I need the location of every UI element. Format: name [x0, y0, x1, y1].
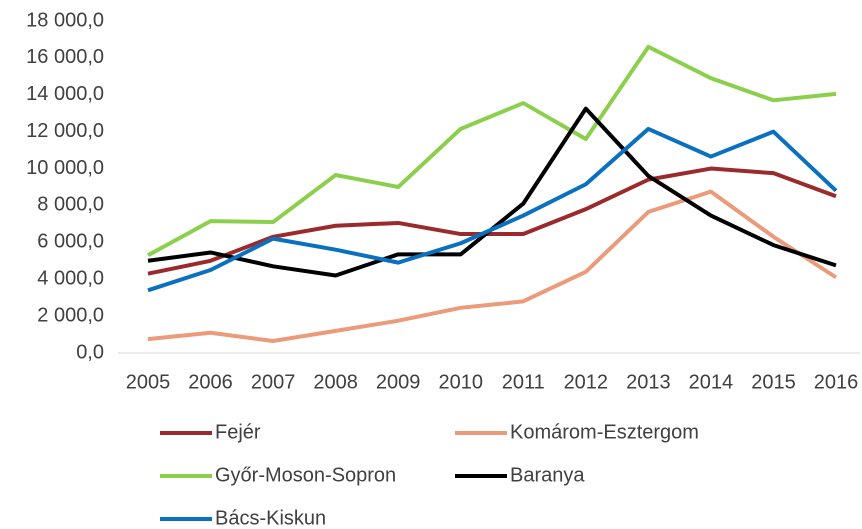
x-tick-label: 2009 — [376, 371, 421, 393]
y-tick-label: 4 000,0 — [37, 268, 104, 290]
series-line — [147, 189, 838, 344]
y-tick-label: 18 000,0 — [26, 9, 104, 31]
y-tick-label: 16 000,0 — [26, 46, 104, 68]
x-tick-label: 2014 — [689, 371, 734, 393]
x-tick-label: 2006 — [188, 371, 233, 393]
x-tick-label: 2007 — [251, 371, 296, 393]
y-tick-label: 6 000,0 — [37, 231, 104, 253]
series-line — [147, 126, 838, 293]
x-tick-label: 2008 — [313, 371, 358, 393]
y-tick-label: 12 000,0 — [26, 120, 104, 142]
x-tick-label: 2015 — [751, 371, 796, 393]
x-tick-label: 2012 — [564, 371, 609, 393]
y-tick-label: 0,0 — [76, 341, 104, 363]
series-line — [147, 44, 837, 257]
y-tick-label: 2 000,0 — [37, 304, 104, 326]
legend-label: Győr-Moson-Sopron — [215, 464, 396, 486]
series-line — [147, 166, 837, 276]
legend-label: Komárom-Esztergom — [510, 421, 699, 443]
y-tick-label: 14 000,0 — [26, 83, 104, 105]
legend-label: Bács-Kiskun — [215, 507, 326, 529]
x-tick-label: 2016 — [814, 371, 859, 393]
x-tick-label: 2011 — [502, 371, 545, 393]
legend-label: Baranya — [510, 464, 585, 486]
y-tick-label: 10 000,0 — [26, 157, 104, 179]
y-tick-label: 8 000,0 — [37, 194, 104, 216]
legend-label: Fejér — [215, 421, 261, 443]
x-tick-label: 2010 — [438, 371, 483, 393]
x-tick-label: 2005 — [126, 371, 171, 393]
x-tick-label: 2013 — [626, 371, 671, 393]
